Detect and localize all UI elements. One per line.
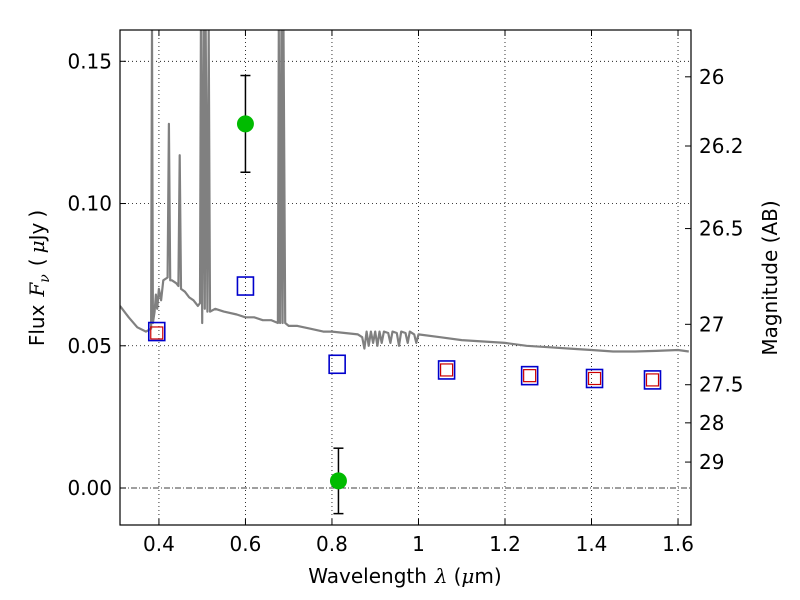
x-tick-label: 0.6 [230, 532, 262, 556]
y-axis-label-sub: ν [37, 274, 53, 283]
y-axis-label-unit-rest: Jy [25, 222, 49, 242]
plot-area [120, 30, 691, 525]
magnitude-axis-label: Magnitude (AB) [758, 200, 782, 355]
y-tick-label: 0.05 [67, 334, 112, 358]
y-tick-label: 0.15 [67, 49, 112, 73]
synthetic-photometry-square [645, 373, 660, 387]
model-magnitude-square [585, 368, 604, 389]
x-tick-label: 1.4 [576, 532, 608, 556]
observed-flux-point [236, 115, 254, 133]
y-axis-label: Flux Fν ( μJy) [25, 210, 53, 346]
magnitude-tick-label: 26.5 [699, 217, 744, 241]
observed-flux-point [329, 472, 347, 490]
y-tick-label: 0.10 [67, 192, 112, 216]
x-axis-label-symbol: λ [434, 564, 448, 588]
y-axis-label-unit-mu: μ [25, 240, 49, 253]
magnitude-tick-label: 28 [699, 411, 724, 435]
x-axis-label-unit-rest: m) [474, 564, 501, 588]
synthetic-photometry-square [150, 326, 164, 340]
synthetic-photometry-square [439, 363, 454, 377]
plot-frame [119, 29, 692, 526]
x-tick-label: 1 [412, 532, 425, 556]
y-axis-label-symbol: F [25, 282, 49, 298]
magnitude-tick-label: 26 [699, 65, 724, 89]
synthetic-photometry-square [523, 369, 537, 383]
x-tick-label: 0.8 [316, 532, 348, 556]
y-axis-label-text: Flux [25, 304, 49, 346]
x-axis-label-text: Wavelength [308, 564, 427, 588]
model-magnitude-square [520, 365, 539, 386]
grid [120, 30, 691, 525]
magnitude-tick-label: 29 [699, 450, 724, 474]
x-tick-label: 1.2 [489, 532, 521, 556]
x-axis-label-unit-open: ( [454, 564, 462, 588]
data-layer [120, 30, 689, 515]
sed-model-line [120, 30, 689, 353]
model-magnitude-square [643, 370, 662, 390]
y-axis-label-unit-open: ( [25, 258, 49, 266]
magnitude-tick-label: 26.2 [699, 134, 744, 158]
y-tick-label: 0.00 [67, 476, 112, 500]
magnitude-tick-label: 27.5 [699, 373, 744, 397]
x-axis-label-unit-mu: μ [461, 564, 474, 588]
model-magnitude-square [328, 354, 346, 375]
model-magnitude-square [437, 360, 456, 380]
x-axis-label: Wavelength λ (μm) [308, 564, 501, 588]
x-tick-label: 0.4 [143, 532, 175, 556]
y-axis-label-unit-close: ) [25, 210, 49, 218]
synthetic-photometry-square [587, 371, 602, 386]
ticks: 0.4 0.6 0.8 1 1.2 1.4 1.6 0.00 0.05 0.10 0.15 26 26.… [67, 30, 744, 556]
model-magnitude-square [236, 276, 255, 296]
x-tick-label: 1.6 [662, 532, 694, 556]
magnitude-tick-label: 27 [699, 312, 724, 336]
model-magnitude-square [147, 321, 166, 342]
